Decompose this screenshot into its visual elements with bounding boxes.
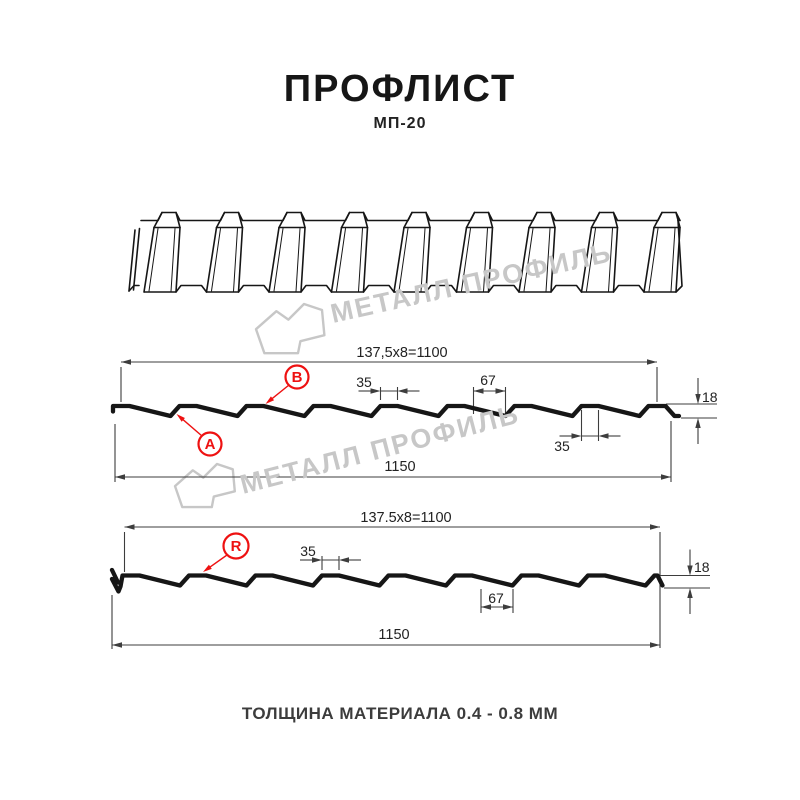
s2-profile-height-label: 18 (694, 559, 710, 575)
s1-valley-width-label: 67 (480, 372, 496, 388)
s1-callout-a-letter: A (205, 436, 216, 453)
watermark-text-top: МЕТАЛЛ ПРОФИЛЬ (328, 237, 615, 328)
s1-working-width-label: 137,5x8=1100 (356, 345, 447, 361)
s1-callout-b-letter: B (292, 369, 303, 386)
drawing-linework (109, 211, 717, 649)
page-title: ПРОФЛИСТ (283, 68, 517, 110)
s1-rib-bottom-width-label: 35 (554, 438, 570, 454)
s1-full-width-label: 1150 (384, 459, 415, 475)
s1-rib-top-width-label: 35 (356, 374, 372, 390)
s2-rib-top-width-label: 35 (300, 543, 316, 559)
callout-markers (176, 364, 310, 572)
s1-profile-height-label: 18 (702, 389, 718, 405)
s2-callout-r-letter: R (231, 538, 242, 555)
s2-valley-width-label: 67 (488, 590, 504, 606)
material-thickness-note: ТОЛЩИНА МАТЕРИАЛА 0.4 - 0.8 ММ (241, 704, 559, 723)
profile-model-subtitle: МП-20 (373, 115, 427, 132)
s2-working-width-label: 137.5x8=1100 (360, 510, 451, 526)
s2-full-width-label: 1150 (378, 627, 409, 643)
watermark-text-middle: МЕТАЛЛ ПРОФИЛЬ (237, 399, 523, 500)
